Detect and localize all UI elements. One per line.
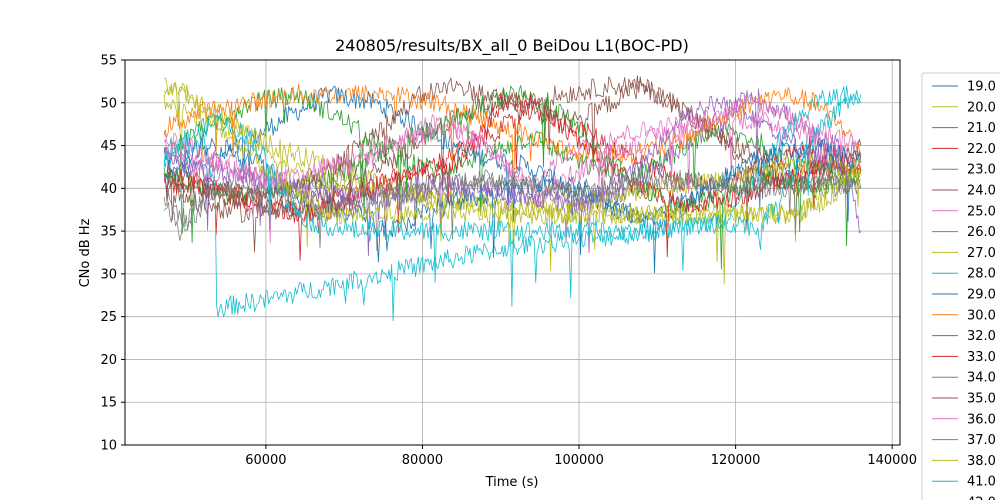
legend-label: 41.0 [967, 475, 996, 490]
legend-label: 42.0 [967, 496, 996, 500]
legend-label: 33.0 [967, 350, 996, 365]
series-line [164, 92, 862, 261]
plot-area-frame [124, 59, 901, 446]
series-line [163, 94, 862, 216]
y-tick-label: 20 [100, 353, 117, 368]
legend-label: 24.0 [967, 184, 996, 199]
series-lines [163, 75, 862, 322]
series-line [163, 85, 862, 270]
legend-label: 22.0 [967, 142, 996, 157]
series-line [163, 94, 862, 262]
series-line [164, 77, 862, 271]
legend-label: 34.0 [967, 371, 996, 386]
legend-label: 23.0 [967, 163, 996, 178]
series-line [163, 109, 862, 243]
y-tick-label: 10 [100, 439, 117, 454]
legend-label: 37.0 [967, 433, 996, 448]
legend-label: 36.0 [967, 412, 996, 427]
legend-label: 19.0 [967, 80, 996, 95]
x-axis-label: Time (s) [485, 475, 539, 490]
chart-title: 240805/results/BX_all_0 BeiDou L1(BOC-PD… [335, 36, 689, 56]
y-tick-label: 50 [100, 96, 117, 111]
series-line [163, 169, 862, 249]
legend-label: 27.0 [967, 246, 996, 261]
y-axis-label: CNo dB Hz [78, 218, 93, 287]
legend-label: 38.0 [967, 454, 996, 469]
series-line [163, 83, 862, 200]
x-axis: 60000 80000 100000 120000 140000 [245, 445, 917, 468]
legend-label: 32.0 [967, 329, 996, 344]
y-tick-label: 40 [100, 182, 117, 197]
legend-label: 21.0 [967, 121, 996, 136]
legend: 19.0 20.0 21.0 22.0 23.0 24.0 25.0 26.0 27.0 28.0… [921, 72, 1000, 500]
series-line [163, 90, 862, 307]
x-tick-label: 60000 [245, 453, 286, 468]
series-line [163, 87, 862, 217]
legend-label: 35.0 [967, 392, 996, 407]
legend-label: 30.0 [967, 308, 996, 323]
x-tick-label: 100000 [554, 453, 604, 468]
x-tick-label: 120000 [711, 453, 761, 468]
legend-label: 20.0 [967, 100, 996, 115]
legend-label: 29.0 [967, 288, 996, 303]
y-tick-label: 25 [100, 310, 117, 325]
legend-label: 28.0 [967, 267, 996, 282]
x-tick-label: 140000 [867, 453, 917, 468]
y-tick-label: 30 [100, 267, 117, 282]
legend-label: 26.0 [967, 225, 996, 240]
x-tick-label: 80000 [402, 453, 443, 468]
y-tick-label: 55 [100, 54, 117, 69]
series-line [163, 82, 862, 285]
y-tick-label: 35 [100, 225, 117, 240]
legend-label: 25.0 [967, 204, 996, 219]
y-tick-label: 15 [100, 396, 117, 411]
y-axis: 10 15 20 25 30 35 40 45 50 55 [100, 54, 125, 454]
y-tick-label: 45 [100, 139, 117, 154]
legend-box [921, 72, 1000, 500]
